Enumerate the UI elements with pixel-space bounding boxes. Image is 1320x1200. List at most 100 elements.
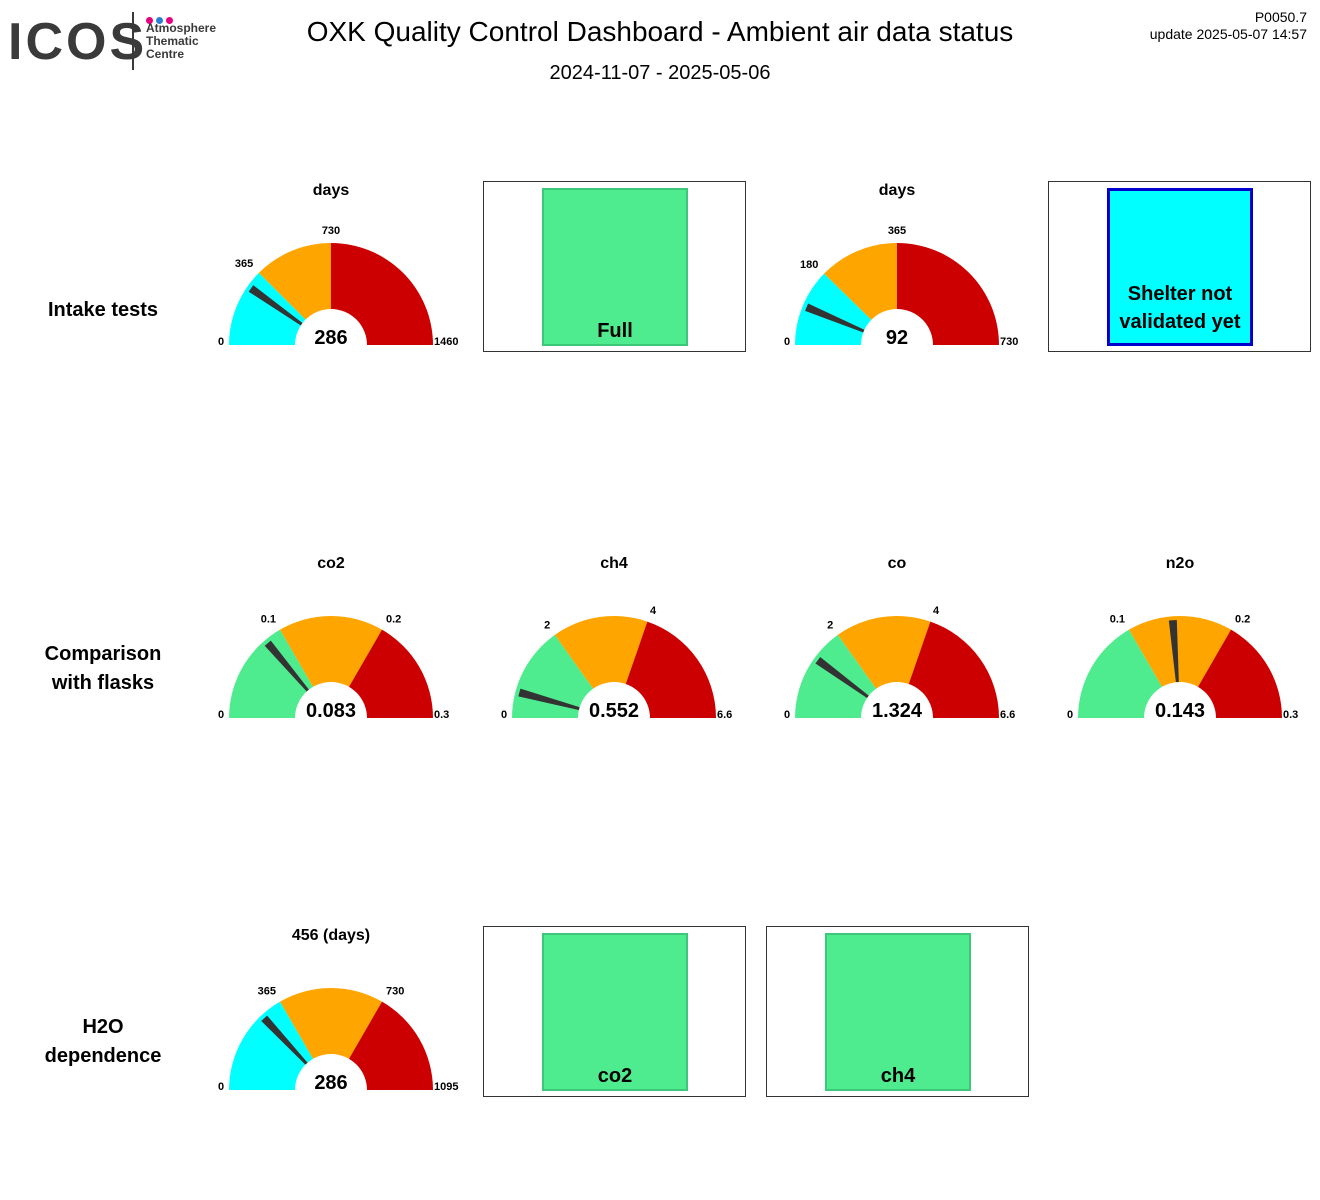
status-square: Full	[542, 188, 688, 346]
gauge-tick-label: 0	[784, 336, 790, 348]
gauge-tick-label: 365	[888, 225, 906, 237]
status-panel-intake-full: Full	[483, 181, 746, 352]
gauge-h2o: 286 0 365 730 1095 456 (days)	[216, 927, 486, 1127]
gauge-svg: 0.083 0 0.1 0.2 0.3	[218, 614, 449, 722]
gauge-tick-label: 0.3	[434, 709, 449, 721]
gauge-tick-label: 0.1	[1110, 614, 1125, 626]
gauge-flask-n2o: 0.143 0 0.1 0.2 0.3 n2o	[1065, 555, 1320, 755]
gauge-value: 92	[886, 327, 908, 349]
gauge-tick-label: 6.6	[717, 709, 732, 721]
gauge-tick-label: 0.2	[1235, 614, 1250, 626]
row-label-h2o-dependence: H2O dependence	[3, 1013, 203, 1071]
logo-dot-icon	[166, 17, 173, 24]
gauge-tick-label: 2	[827, 619, 833, 631]
gauge-tick-label: 365	[235, 258, 253, 270]
logo-dots-icon	[146, 11, 176, 29]
gauge-svg: 286 0 365 730 1460	[218, 225, 459, 349]
gauge-value: 1.324	[872, 700, 923, 722]
gauge-tick-label: 0	[1067, 709, 1073, 721]
gauge-tick-label: 0	[218, 709, 224, 721]
gauge-tick-label: 730	[386, 986, 404, 998]
update-timestamp: update 2025-05-07 14:57	[1149, 26, 1307, 42]
status-panel-h2o-co2: co2	[483, 926, 746, 1097]
status-text: co2	[597, 1065, 633, 1087]
logo-subtitle: Atmosphere Thematic Centre	[146, 22, 216, 61]
gauge-tick-label: 4	[650, 605, 657, 617]
status-text: Full	[597, 320, 633, 342]
gauge-tick-label: 0	[784, 709, 790, 721]
gauge-hub	[295, 1054, 367, 1090]
gauge-title: co	[887, 555, 907, 572]
logo-sub-line: Centre	[146, 47, 185, 61]
gauge-tick-label: 4	[933, 605, 940, 617]
gauge-band	[897, 243, 999, 345]
gauge-flask-co2: 0.083 0 0.1 0.2 0.3 co2	[216, 555, 486, 755]
gauge-title: days	[878, 182, 916, 199]
gauge-title: 456 (days)	[291, 927, 371, 944]
gauge-tick-label: 0	[218, 336, 224, 348]
gauge-tick-label: 730	[1000, 336, 1018, 348]
status-panel-shelter: Shelter not validated yet	[1048, 181, 1311, 352]
gauge-tick-label: 365	[258, 986, 276, 998]
row-label-line: with flasks	[51, 672, 155, 694]
gauge-band	[837, 616, 931, 718]
gauge-svg: 286 0 365 730 1095	[218, 986, 459, 1094]
gauge-value: 286	[314, 1072, 347, 1094]
row-label-line: Comparison	[44, 643, 162, 665]
gauge-hub	[578, 682, 650, 718]
status-text-line: validated yet	[1119, 311, 1241, 333]
gauge-title: days	[312, 182, 350, 199]
gauge-intake-1: 286 0 365 730 1460 days	[216, 182, 486, 382]
gauge-title: co2	[317, 555, 345, 572]
status-square: co2	[542, 933, 688, 1091]
logo-sub-line: Thematic	[146, 34, 199, 48]
page-title: OXK Quality Control Dashboard - Ambient …	[306, 16, 1014, 47]
logo-dot-icon	[156, 17, 163, 24]
gauge-band	[1129, 616, 1231, 718]
icos-logo-text: ICOS	[8, 13, 148, 71]
gauge-band	[331, 243, 433, 345]
gauge-hub	[861, 682, 933, 718]
gauge-tick-label: 2	[544, 619, 550, 631]
gauge-hub	[861, 309, 933, 345]
gauge-flask-co: 1.324 0 2 4 6.6 co	[782, 555, 1052, 755]
gauge-tick-label: 0.2	[386, 614, 401, 626]
gauge-tick-label: 0	[501, 709, 507, 721]
gauge-tick-label: 180	[800, 259, 818, 271]
gauge-value: 0.083	[306, 700, 356, 722]
gauge-hub	[1144, 682, 1216, 718]
gauge-svg: 1.324 0 2 4 6.6	[784, 605, 1015, 722]
status-square: Shelter not validated yet	[1107, 188, 1253, 346]
date-range: 2024-11-07 - 2025-05-06	[549, 62, 771, 84]
status-text-line: Shelter not	[1127, 283, 1233, 305]
gauge-band	[554, 616, 648, 718]
status-square: ch4	[825, 933, 971, 1091]
row-label-line: dependence	[44, 1045, 162, 1067]
row-label-comparison-flasks: Comparison with flasks	[3, 640, 203, 698]
logo-sub-line: Atmosphere	[146, 21, 217, 35]
gauge-svg: 92 0 180 365 730	[784, 225, 1018, 349]
gauge-hub	[295, 682, 367, 718]
version-label: P0050.7	[1254, 9, 1307, 25]
row-label-intake-tests: Intake tests	[3, 296, 203, 325]
gauge-intake-2: 92 0 180 365 730 days	[782, 182, 1052, 382]
status-text: Shelter not validated yet	[1110, 280, 1250, 336]
gauge-tick-label: 0.1	[261, 614, 276, 626]
status-text: ch4	[880, 1065, 916, 1087]
gauge-tick-label: 0	[218, 1081, 224, 1093]
row-label-line: Intake tests	[47, 299, 159, 321]
gauge-band	[280, 616, 382, 718]
logo-divider	[132, 12, 134, 70]
gauge-title: ch4	[600, 555, 628, 572]
gauge-value: 0.552	[589, 700, 639, 722]
row-label-line: H2O	[82, 1016, 124, 1038]
gauge-flask-ch4: 0.552 0 2 4 6.6 ch4	[499, 555, 769, 755]
gauge-tick-label: 1095	[434, 1081, 458, 1093]
gauge-tick-label: 730	[322, 225, 340, 237]
gauge-value: 286	[314, 327, 347, 349]
gauge-hub	[295, 309, 367, 345]
status-panel-h2o-ch4: ch4	[766, 926, 1029, 1097]
gauge-tick-label: 1460	[434, 336, 458, 348]
gauge-svg: 0.552 0 2 4 6.6	[501, 605, 732, 722]
gauge-tick-label: 6.6	[1000, 709, 1015, 721]
